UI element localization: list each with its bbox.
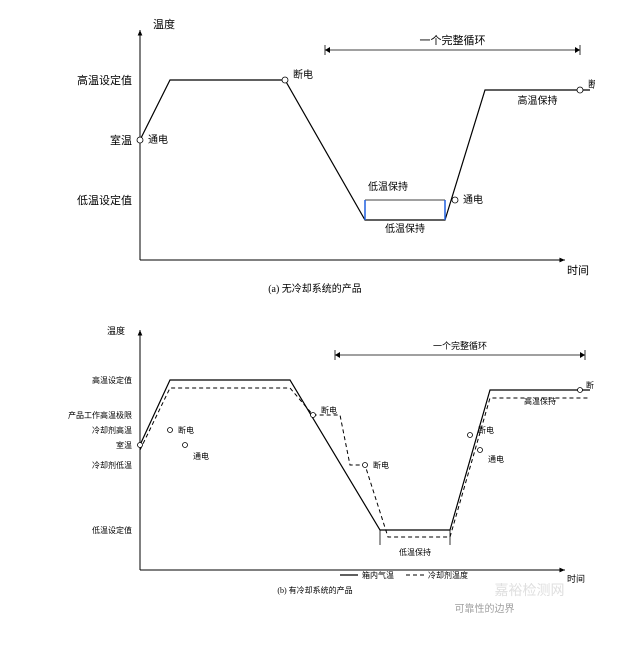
svg-text:低温设定值: 低温设定值 [77, 193, 132, 207]
svg-text:温度: 温度 [106, 325, 124, 336]
svg-text:温度: 温度 [153, 17, 175, 31]
svg-text:(a) 无冷却系统的产品: (a) 无冷却系统的产品 [268, 282, 362, 295]
svg-text:通电: 通电 [463, 193, 483, 206]
svg-text:断电: 断电 [293, 68, 313, 81]
svg-text:冷却剂低温: 冷却剂低温 [92, 460, 132, 470]
svg-text:室温: 室温 [110, 133, 132, 147]
svg-text:时间: 时间 [567, 264, 589, 277]
svg-text:冷却剂高温: 冷却剂高温 [92, 425, 132, 435]
svg-text:低温保持: 低温保持 [399, 547, 431, 557]
svg-text:一个完整循环: 一个完整循环 [432, 340, 486, 351]
chart-a-container: 温度时间高温设定值室温低温设定值低温保持低温保持高温保持一个完整循环通电断电通电… [35, 10, 595, 300]
svg-text:高温保持: 高温保持 [524, 396, 556, 406]
svg-text:产品工作高温极限: 产品工作高温极限 [68, 410, 132, 420]
svg-text:低温保持: 低温保持 [368, 180, 408, 193]
svg-text:断电: 断电 [588, 78, 595, 91]
chart-b: 温度时间 高温设定值产品工作高温极限冷却剂高温室温冷却剂低温低温设定值低温保持 高温… [35, 320, 595, 640]
svg-text:断电: 断电 [478, 425, 494, 435]
svg-text:室温: 室温 [116, 440, 132, 450]
chart-b-container: 温度时间 高温设定值产品工作高温极限冷却剂高温室温冷却剂低温低温设定值低温保持 高温… [35, 320, 595, 640]
svg-text:断电: 断电 [586, 380, 595, 390]
svg-text:断电: 断电 [373, 460, 389, 470]
svg-text:高温设定值: 高温设定值 [92, 375, 132, 385]
svg-text:箱内气温: 箱内气温 [362, 570, 394, 580]
svg-text:一个完整循环: 一个完整循环 [419, 33, 485, 47]
svg-text:高温保持: 高温保持 [517, 94, 557, 107]
svg-text:断电: 断电 [178, 425, 194, 435]
svg-text:低温设定值: 低温设定值 [92, 525, 132, 535]
svg-text:断电: 断电 [321, 405, 337, 415]
svg-text:通电: 通电 [148, 133, 168, 146]
chart-a: 温度时间高温设定值室温低温设定值低温保持低温保持高温保持一个完整循环通电断电通电… [35, 10, 595, 300]
svg-text:冷却剂温度: 冷却剂温度 [428, 570, 468, 580]
svg-text:高温设定值: 高温设定值 [77, 73, 132, 87]
svg-text:通电: 通电 [193, 451, 209, 461]
svg-text:低温保持: 低温保持 [385, 222, 425, 235]
svg-text:通电: 通电 [488, 454, 504, 464]
svg-text:(b) 有冷却系统的产品: (b) 有冷却系统的产品 [277, 585, 352, 595]
svg-text:时间: 时间 [567, 573, 585, 584]
